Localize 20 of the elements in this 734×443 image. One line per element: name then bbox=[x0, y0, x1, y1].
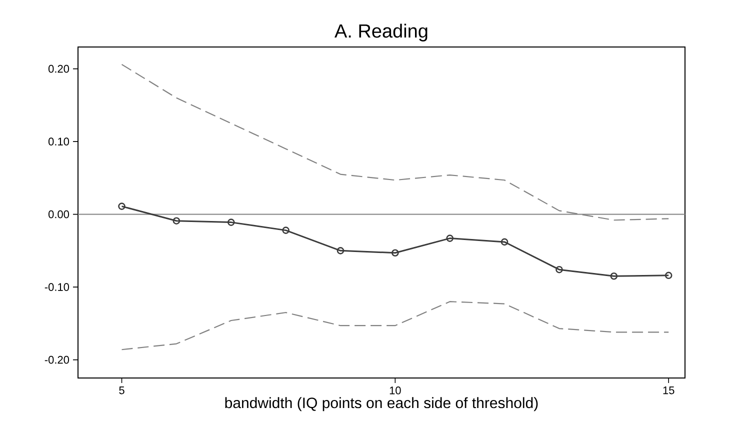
point bbox=[610, 272, 618, 280]
y-tick-label: -0.20 bbox=[44, 356, 70, 364]
x-tick-label: 5 bbox=[119, 386, 124, 394]
point bbox=[282, 226, 290, 234]
y-tick-label: -0.10 bbox=[44, 283, 70, 291]
point bbox=[172, 217, 180, 225]
point bbox=[446, 234, 454, 242]
point bbox=[227, 218, 235, 226]
chart-title: A. Reading bbox=[334, 24, 428, 42]
point bbox=[500, 238, 508, 246]
point bbox=[556, 266, 563, 274]
y-tick-label: 0.00 bbox=[48, 210, 70, 218]
x-axis-title: bandwidth (IQ points on each side of threshold) bbox=[225, 397, 538, 412]
y-tick-label: 0.10 bbox=[48, 138, 70, 146]
x-tick-label: 10 bbox=[390, 386, 401, 394]
point bbox=[392, 249, 399, 257]
y-tick-label: 0.20 bbox=[48, 64, 70, 73]
line-series bbox=[121, 301, 670, 350]
point bbox=[336, 247, 344, 254]
x-tick-label: 15 bbox=[663, 386, 674, 394]
